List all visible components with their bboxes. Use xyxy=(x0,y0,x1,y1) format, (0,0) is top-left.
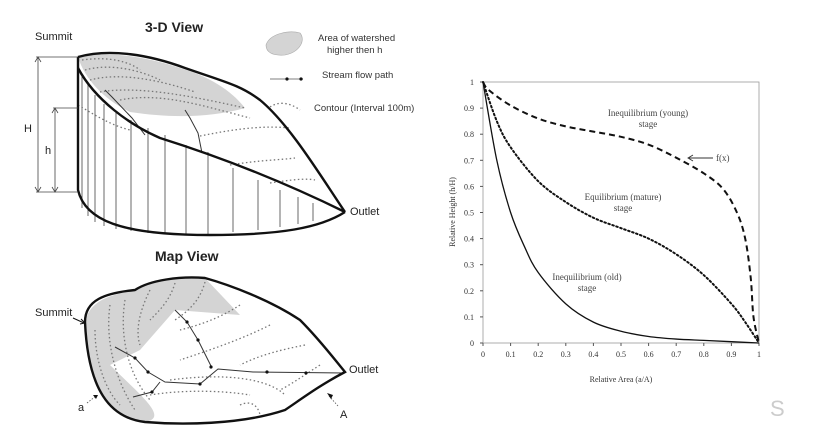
x-tick-label: 0.7 xyxy=(671,350,681,359)
watershed-ridge xyxy=(76,67,346,214)
h-label: h xyxy=(45,145,51,157)
young-stage-label-2: stage xyxy=(639,119,658,129)
x-tick-label: 0.6 xyxy=(644,350,654,359)
y-tick-label: 0.4 xyxy=(464,235,474,244)
series-solid-curve xyxy=(482,81,760,344)
x-tick-label: 0.3 xyxy=(561,350,571,359)
stream-flow-swatch xyxy=(270,77,303,81)
map-stream-nodes xyxy=(133,320,308,394)
x-tick-label: 0.2 xyxy=(533,350,543,359)
legend-area-line1: Area of watershed xyxy=(318,33,395,44)
y-axis-label: Relative Height (h/H) xyxy=(448,177,457,247)
side-hatching xyxy=(81,75,314,234)
watershed-base xyxy=(76,57,346,237)
map-main-stream xyxy=(114,346,345,385)
height-dimensions xyxy=(34,56,78,193)
legend-area-line2: higher then h xyxy=(327,45,382,56)
y-tick-label: 0.1 xyxy=(464,313,474,322)
y-tick-label: 0.8 xyxy=(464,130,474,139)
map-summit-label: Summit xyxy=(35,307,72,319)
map-stream-branch xyxy=(174,309,213,369)
mature-stage-label-2: stage xyxy=(614,203,633,213)
shaded-area-swatch xyxy=(265,31,303,56)
H-label: H xyxy=(24,123,32,135)
map-shaded-area xyxy=(85,277,240,422)
legend: Area of watershed higher then h Stream f… xyxy=(265,31,414,114)
x-tick-label: 0.9 xyxy=(726,350,736,359)
A-label: A xyxy=(340,409,348,421)
series-dashed-curve xyxy=(482,81,760,344)
y-tick-label: 0.3 xyxy=(464,261,474,270)
y-tick-label: 0.7 xyxy=(464,156,474,165)
fx-arrow xyxy=(687,154,713,162)
a-label: a xyxy=(78,402,85,414)
map-outlet-label: Outlet xyxy=(349,364,378,376)
old-stage-label-1: Inequilibrium (old) xyxy=(552,272,621,282)
x-tick-label: 0.1 xyxy=(506,350,516,359)
summit-label: Summit xyxy=(35,31,72,43)
mature-stage-label-1: Equilibrium (mature) xyxy=(585,192,662,202)
legend-stream: Stream flow path xyxy=(322,70,393,81)
y-tick-label: 0.2 xyxy=(464,287,474,296)
x-tick-label: 0.5 xyxy=(616,350,626,359)
legend-contour: Contour (Interval 100m) xyxy=(314,103,414,114)
map-outline xyxy=(83,276,347,425)
watermark-logo: S xyxy=(770,396,785,421)
outlet-label: Outlet xyxy=(350,206,379,218)
map-view: Map View Summit Outlet a A xyxy=(35,248,378,425)
contour-swatch xyxy=(269,102,301,111)
watershed-top-edge xyxy=(77,51,346,213)
x-tick-label: 0 xyxy=(481,350,485,359)
fx-label: f(x) xyxy=(716,153,730,163)
x-tick-label: 0.4 xyxy=(588,350,598,359)
stream-path xyxy=(184,109,203,154)
x-tick-label: 1 xyxy=(757,350,761,359)
x-tick-label: 0.8 xyxy=(699,350,709,359)
y-tick-label: 0.6 xyxy=(464,182,474,191)
y-tick-label: 1 xyxy=(470,78,474,87)
y-tick-label: 0.5 xyxy=(464,209,474,218)
x-axis-label: Relative Area (a/A) xyxy=(590,375,653,384)
y-tick-label: 0.9 xyxy=(464,104,474,113)
map-view-title: Map View xyxy=(155,248,219,264)
shaded-area xyxy=(78,54,245,117)
hypsometric-chart: 0 0.1 0.2 0.3 0.4 0.5 0.6 0.7 0.8 0.9 1 0 0.1 0.2 0.3 0… xyxy=(448,78,761,384)
young-stage-label-1: Inequilibrium (young) xyxy=(608,108,688,118)
3d-view-title: 3-D View xyxy=(145,19,203,35)
y-tick-label: 0 xyxy=(470,339,474,348)
series-dotted-curve xyxy=(482,81,760,344)
old-stage-label-2: stage xyxy=(578,283,597,293)
